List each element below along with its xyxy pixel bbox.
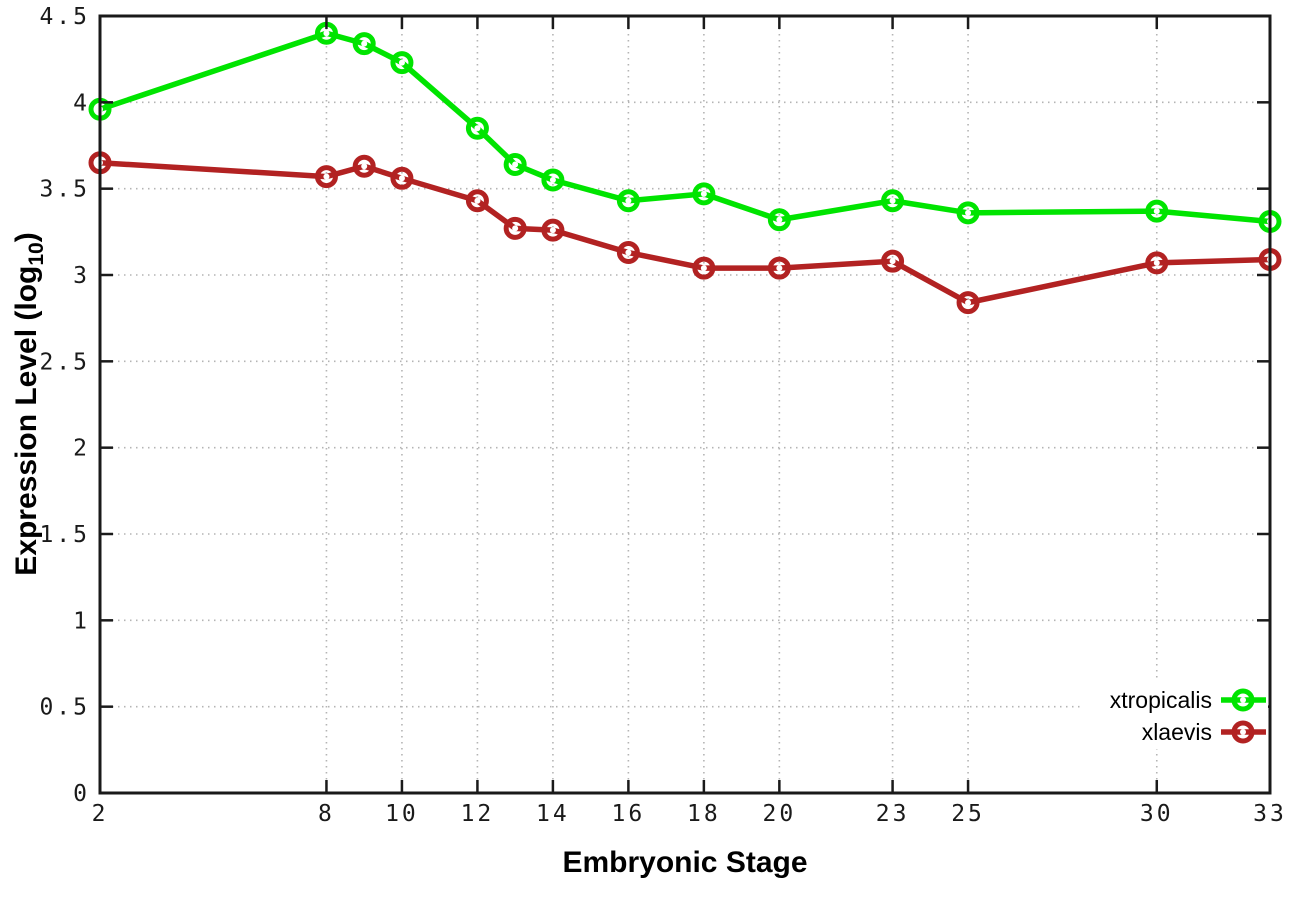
data-point-marker-core-xlaevis	[549, 227, 556, 234]
legend-label-xlaevis: xlaevis	[1142, 719, 1212, 745]
data-point-marker-core-xtropicalis	[625, 197, 632, 204]
y-tick-label: 0.5	[39, 695, 90, 721]
data-point-marker-xlaevis	[352, 154, 376, 178]
x-tick-label: 25	[951, 801, 985, 827]
y-tick-label: 4	[73, 90, 90, 116]
data-point-marker-core-xlaevis	[776, 265, 783, 272]
x-tick-label: 30	[1140, 801, 1174, 827]
data-point-marker-core-xtropicalis	[965, 209, 972, 216]
data-point-marker-core-xlaevis	[965, 299, 972, 306]
series-layer	[88, 21, 1282, 315]
x-tick-label: 12	[461, 801, 495, 827]
grid-layer	[100, 16, 1270, 793]
data-point-marker-xtropicalis	[503, 152, 527, 176]
data-point-marker-core-xtropicalis	[361, 40, 368, 47]
x-tick-label: 16	[612, 801, 646, 827]
y-tick-label: 0	[73, 781, 90, 807]
series-line-xlaevis	[97, 160, 1273, 306]
y-tick-label: 2.5	[39, 349, 90, 375]
legend-marker-core-xtropicalis	[1240, 697, 1246, 703]
x-tick-label: 33	[1253, 801, 1287, 827]
data-point-marker-core-xtropicalis	[776, 216, 783, 223]
y-tick-label: 3	[73, 263, 90, 289]
data-point-marker-xtropicalis	[692, 182, 716, 206]
data-point-marker-xlaevis	[881, 249, 905, 273]
data-point-marker-core-xtropicalis	[889, 197, 896, 204]
y-tick-label: 3.5	[39, 177, 90, 203]
data-point-marker-core-xtropicalis	[323, 30, 330, 37]
x-tick-label: 23	[876, 801, 910, 827]
data-point-marker-xlaevis	[692, 256, 716, 280]
data-point-marker-core-xtropicalis	[700, 190, 707, 197]
axis-layer	[98, 14, 1272, 795]
data-point-marker-xlaevis	[767, 256, 791, 280]
data-point-marker-xtropicalis	[881, 189, 905, 213]
data-point-marker-xtropicalis	[616, 189, 640, 213]
legend-marker-core-xlaevis	[1240, 729, 1246, 735]
x-tick-label: 14	[536, 801, 570, 827]
legend-marker-circle-xlaevis	[1231, 720, 1255, 744]
data-point-marker-xtropicalis	[956, 201, 980, 225]
data-point-marker-xlaevis	[390, 166, 414, 190]
data-point-marker-xtropicalis	[1145, 199, 1169, 223]
data-point-marker-core-xlaevis	[398, 175, 405, 182]
data-point-marker-core-xlaevis	[889, 258, 896, 265]
data-point-marker-core-xtropicalis	[512, 161, 519, 168]
legend: xtropicalis xlaevis	[1082, 681, 1268, 749]
y-tick-label: 4.5	[39, 4, 90, 30]
data-point-marker-xtropicalis	[390, 51, 414, 75]
data-point-marker-xtropicalis	[352, 32, 376, 56]
y-tick-label: 1.5	[39, 522, 90, 548]
data-point-marker-xtropicalis	[767, 208, 791, 232]
x-tick-label: 10	[385, 801, 419, 827]
y-axis-title-suffix: )	[10, 232, 43, 242]
data-point-marker-xlaevis	[503, 216, 527, 240]
legend-marker-circle-xtropicalis	[1231, 688, 1255, 712]
data-point-marker-core-xlaevis	[474, 197, 481, 204]
data-point-marker-core-xtropicalis	[549, 177, 556, 184]
y-axis-title: Expression Level (log10)	[10, 232, 48, 575]
data-point-marker-xlaevis	[956, 291, 980, 315]
data-point-marker-core-xlaevis	[625, 249, 632, 256]
legend-label-xtropicalis: xtropicalis	[1110, 687, 1212, 713]
plot-border	[98, 14, 1272, 795]
y-tick-label: 1	[73, 608, 90, 634]
data-point-marker-core-xlaevis	[512, 225, 519, 232]
y-tick-label: 2	[73, 436, 90, 462]
data-point-marker-core-xlaevis	[323, 173, 330, 180]
data-point-marker-xlaevis	[541, 218, 565, 242]
x-tick-label: 18	[687, 801, 721, 827]
y-axis-title-main: Expression Level (log	[10, 266, 43, 576]
data-point-marker-xtropicalis	[541, 168, 565, 192]
x-tick-label: 2	[92, 801, 109, 827]
data-point-marker-core-xlaevis	[700, 265, 707, 272]
x-axis-title: Embryonic Stage	[562, 846, 807, 879]
data-point-marker-core-xtropicalis	[474, 125, 481, 132]
data-point-marker-xlaevis	[1145, 251, 1169, 275]
data-point-marker-xlaevis	[616, 241, 640, 265]
data-point-marker-core-xlaevis	[361, 163, 368, 170]
data-point-marker-core-xtropicalis	[398, 59, 405, 66]
data-point-marker-xtropicalis	[465, 116, 489, 140]
data-point-marker-core-xtropicalis	[1153, 208, 1160, 215]
tick-label-layer: 2 8 10 12 14 16 18 20 23 25 30 33 0 0.5 1 1.5 2 2.5 3 3.5 4 4…	[39, 4, 1287, 827]
series-line-xtropicalis	[97, 30, 1273, 225]
x-tick-label: 20	[763, 801, 797, 827]
y-axis-title-subscript: 10	[25, 242, 48, 265]
data-point-marker-xlaevis	[314, 165, 338, 189]
x-tick-label: 8	[318, 801, 335, 827]
data-point-marker-xlaevis	[465, 189, 489, 213]
data-point-marker-core-xlaevis	[1153, 259, 1160, 266]
